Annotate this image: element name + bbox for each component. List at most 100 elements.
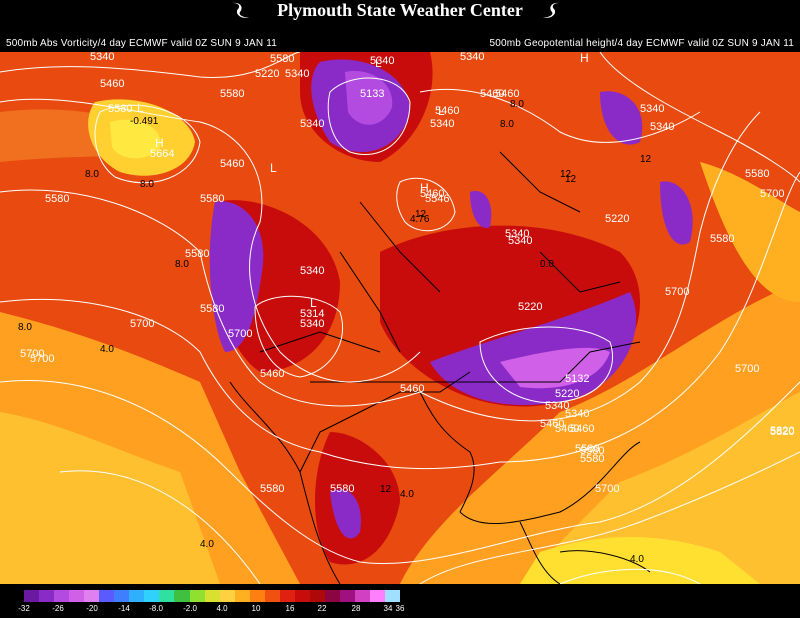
height-contour-label: 5580 [580,453,604,465]
legend-swatch [204,590,220,602]
legend-label: -8.0 [149,604,163,613]
high-pressure-marker: H [155,136,164,150]
height-contour-label: 5664 [150,148,174,160]
height-contour-label: 5580 [270,53,294,65]
color-legend: -32 -26 -20 -14 -8.0 -2.0 4.0 10 16 22 28 34 36 [0,584,800,618]
vorticity-value-label: 4.0 [630,554,644,565]
height-contour-label: 5580 [580,445,604,457]
legend-swatch [24,590,40,602]
vorticity-value-label: 8.0 [18,322,32,333]
legend-label: 16 [285,604,295,613]
legend-swatch [174,590,190,602]
height-contour-label: 5340 [370,55,394,67]
height-contour-label: 5546 [425,193,449,205]
legend-label: 4.0 [216,604,228,613]
height-contour-label: 5340 [640,103,664,115]
legend-swatch [99,590,115,602]
height-contour-label: 5340 [508,235,532,247]
height-contour-label: 5580 [260,483,284,495]
low-pressure-marker: L [270,161,277,175]
legend-swatch [129,590,145,602]
height-contour-label: 5460 [540,418,564,430]
low-pressure-marker: L [137,101,144,115]
legend-swatch [385,590,401,602]
height-contour-label: 5220 [605,213,629,225]
vorticity-value-label: 4.76 [410,214,430,225]
vorticity-value-label: 12 [415,209,427,220]
height-contour-label: 5340 [505,228,529,240]
height-contour-label: 5460 [220,158,244,170]
height-contour-label: 5460 [435,105,459,117]
legend-label: -20 [86,604,98,613]
height-contour-label: 5340 [300,265,324,277]
height-contour-label: 5220 [518,301,542,313]
low-pressure-marker: L [375,56,382,70]
height-contour-label: 5220 [555,388,579,400]
legend-label: 36 [395,604,405,613]
height-contour-label: 5700 [30,353,54,365]
height-contour-label: 5340 [90,52,114,63]
vorticity-value-label: 4.0 [100,344,114,355]
height-contour-label: 5580 [45,193,69,205]
height-contour-label: 5340 [545,400,569,412]
height-contour-label: 5460 [420,188,444,200]
legend-swatch [309,590,325,602]
low-pressure-marker: L [438,104,445,118]
legend-swatch [189,590,205,602]
height-contour-label: 5340 [460,52,484,63]
legend-swatch [264,590,280,602]
legend-swatch [114,590,130,602]
height-contour-label: 5340 [430,118,454,130]
height-contour-label: 5340 [285,68,309,80]
left-subtitle: 500mb Abs Vorticity/4 day ECMWF valid 0Z… [6,38,278,49]
height-contour-label: 5580 [575,443,599,455]
height-contour-label: 5460 [570,423,594,435]
legend-swatch [69,590,85,602]
height-contour-label: 5700 [595,483,619,495]
height-contour-label: 5220 [255,68,279,80]
low-pressure-marker: L [310,296,317,310]
legend-label: -2.0 [183,604,197,613]
legend-swatch [324,590,340,602]
height-contour-label: 5700 [20,348,44,360]
height-contour-label: 5700 [228,328,252,340]
legend-swatch [355,590,371,602]
height-contour-label: 5580 [330,483,354,495]
height-contour-label: 5460 [495,88,519,100]
logo-left-icon [230,0,252,25]
height-contour-label: 5580 [710,233,734,245]
legend-label: 28 [351,604,361,613]
logo-right-icon [540,0,562,25]
legend-label: -26 [52,604,64,613]
high-pressure-marker: H [580,52,589,65]
height-contour-label: 5820 [770,426,794,438]
height-contour-label: 5580 [220,88,244,100]
page-title: Plymouth State Weather Center [277,0,523,20]
height-contour-label: 5580 [200,193,224,205]
legend-swatch [54,590,70,602]
legend-color-bar [24,590,401,602]
right-subtitle: 500mb Geopotential height/4 day ECMWF va… [489,38,794,49]
vorticity-value-label: 8.0 [85,169,99,180]
vorticity-value-label: 4.0 [400,489,414,500]
height-contour-label: 5700 [130,318,154,330]
height-contour-label: 5460 [480,88,504,100]
height-contour-label: 5700 [760,188,784,200]
header-bar: Plymouth State Weather Center [0,0,800,22]
height-contour-label: 5340 [300,318,324,330]
height-contour-label: 5340 [565,408,589,420]
height-contour-label: 5580 [745,168,769,180]
vorticity-value-label: -0.491 [130,116,159,127]
vorticity-value-label: 12 [560,169,572,180]
vorticity-value-label: 0.0 [540,259,554,270]
height-contour-label: 5700 [665,286,689,298]
vorticity-value-label: 12 [640,154,652,165]
height-contour-label: 5460 [400,383,424,395]
height-contour-label: 5133 [360,88,384,100]
vorticity-value-label: 8.0 [175,259,189,270]
legend-swatch [370,590,386,602]
legend-label: 34 [383,604,393,613]
vorticity-value-label: 8.0 [500,119,514,130]
legend-swatch [234,590,250,602]
height-contour-label: 5340 [650,121,674,133]
